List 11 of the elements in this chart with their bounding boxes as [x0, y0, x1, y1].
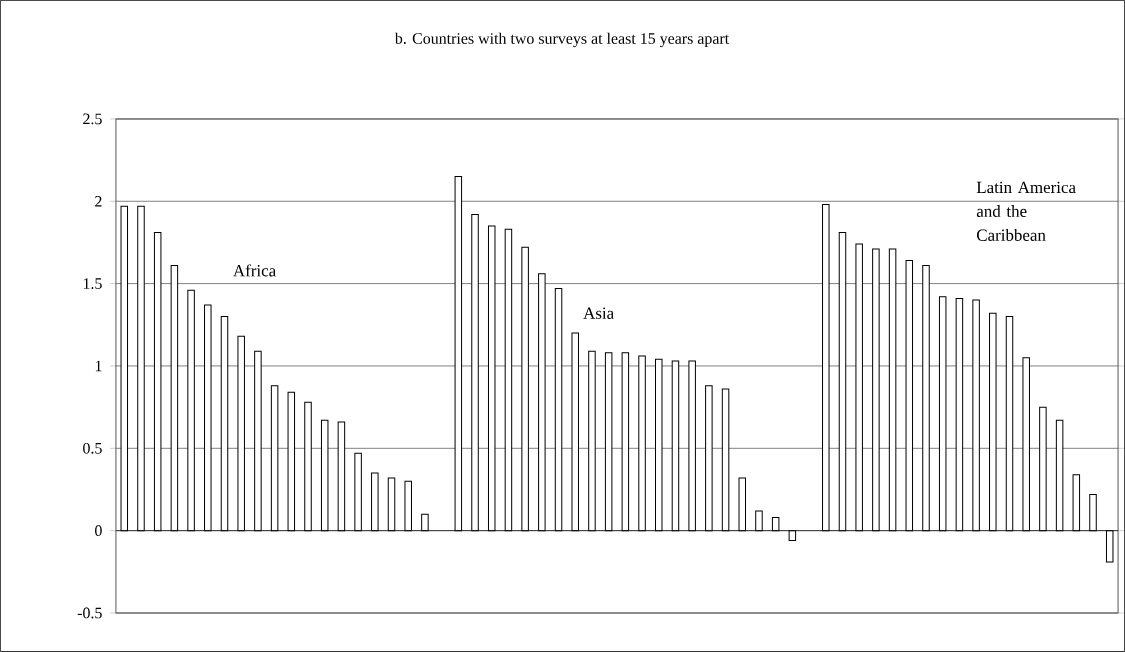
annotation: Africa: [233, 264, 276, 277]
y-tick-label: 0.5: [83, 442, 102, 454]
y-tick-label: 2.5: [83, 113, 102, 125]
y-tick-label: 0: [95, 525, 102, 537]
y-tick-label: -0.5: [77, 607, 102, 619]
y-tick-label: 2: [95, 196, 102, 207]
chart-title: b. Countries with two surveys at least 15 years apart: [394, 32, 730, 48]
annotation: Asia: [583, 307, 614, 319]
y-tick-label: 1: [95, 360, 102, 372]
annotation: Latin America and the Caribbean: [976, 181, 1076, 241]
y-tick-label: 1.5: [83, 278, 102, 290]
